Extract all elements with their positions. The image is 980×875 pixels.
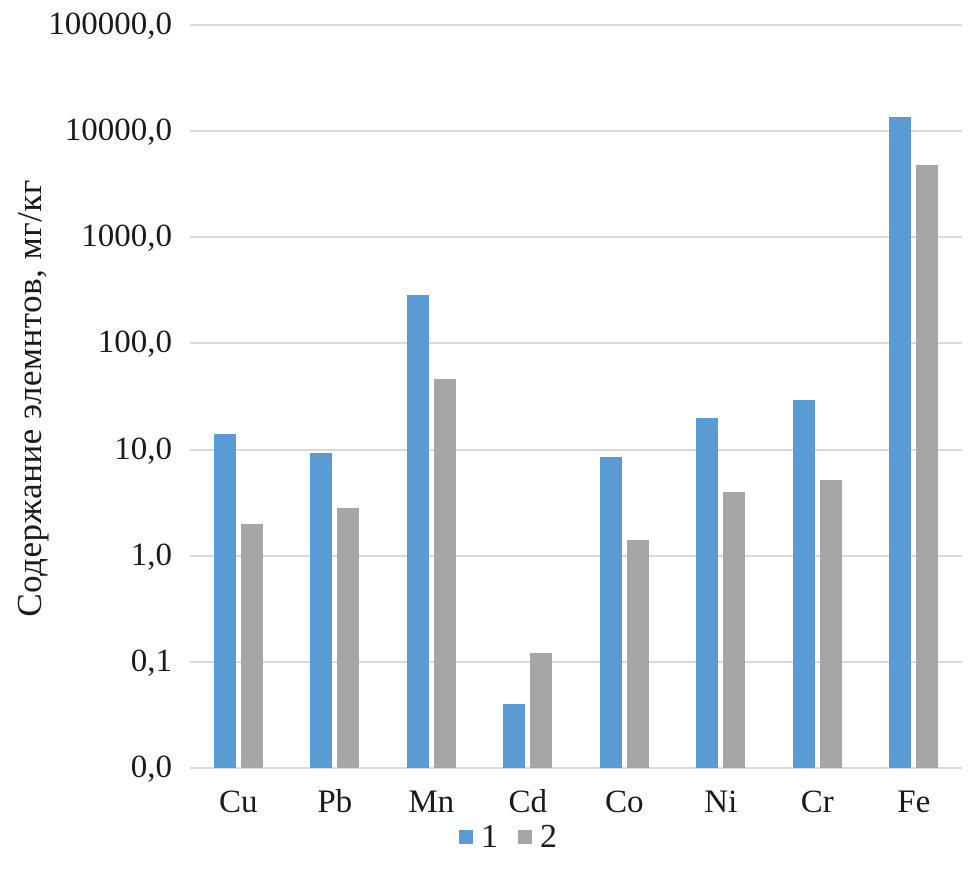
gridline-0,1	[190, 660, 962, 663]
x-tick-label-Co: Co	[604, 784, 644, 820]
bar-series2-Co	[626, 540, 649, 768]
bar-series1-Pb	[310, 453, 333, 768]
gridline-1,0	[190, 554, 962, 557]
y-tick-label: 10,0	[114, 430, 172, 467]
x-tick-label-Cu: Cu	[218, 784, 258, 820]
gridline-0,0	[190, 767, 962, 769]
gridline-100000,0	[190, 24, 962, 26]
bar-series2-Ni	[723, 491, 746, 768]
legend-label: 2	[540, 818, 557, 855]
y-tick-label: 0,0	[130, 748, 172, 785]
bar-series1-Cr	[792, 400, 815, 768]
bar-series2-Cu	[240, 523, 263, 768]
y-tick-label: 0,1	[130, 642, 172, 679]
x-tick-label-Mn: Mn	[408, 784, 455, 820]
x-tick-label-Cd: Cd	[508, 784, 548, 820]
y-axis-title: Содержание элемнтов, мг/кг	[10, 179, 49, 617]
legend-item-1: 1	[459, 820, 498, 854]
bar-series1-Ni	[696, 417, 719, 768]
bar-series1-Fe	[889, 117, 912, 768]
y-tick-label: 10000,0	[64, 111, 172, 148]
x-tick-label-Ni: Ni	[704, 784, 738, 820]
legend-swatch-icon	[459, 830, 473, 844]
bar-series2-Cd	[530, 653, 553, 768]
bar-series1-Mn	[406, 295, 429, 768]
y-tick-label: 1000,0	[81, 218, 172, 255]
bar-series1-Co	[599, 457, 622, 768]
bar-series2-Fe	[916, 164, 939, 768]
legend-label: 1	[481, 818, 498, 855]
gridline-100,0	[190, 342, 962, 345]
x-tick-label-Cr: Cr	[800, 784, 834, 820]
bar-series2-Mn	[433, 379, 456, 768]
legend-item-2: 2	[518, 820, 557, 854]
legend-swatch-icon	[518, 830, 532, 844]
gridline-10000,0	[190, 130, 962, 133]
bar-series1-Cu	[213, 434, 236, 768]
gridline-1000,0	[190, 236, 962, 239]
bar-series1-Cd	[503, 704, 526, 768]
bar-series2-Pb	[337, 508, 360, 768]
x-tick-label-Fe: Fe	[897, 784, 931, 820]
y-tick-label: 100000,0	[48, 5, 172, 42]
x-tick-label-Pb: Pb	[317, 784, 353, 820]
y-tick-label: 1,0	[130, 536, 172, 573]
y-tick-label: 100,0	[97, 324, 172, 361]
bar-series2-Cr	[819, 479, 842, 768]
gridline-10,0	[190, 448, 962, 451]
